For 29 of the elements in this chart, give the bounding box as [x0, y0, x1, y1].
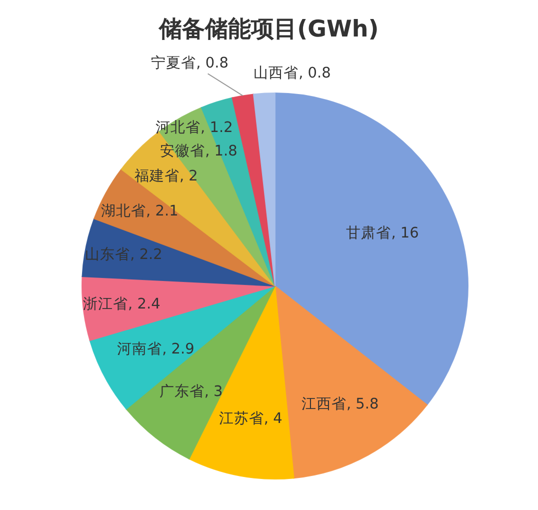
slice-label: 宁夏省: [151, 54, 196, 72]
slice-label: 河南省: [117, 340, 162, 358]
data-label: , 4: [264, 410, 282, 427]
slice-label: 福建省: [134, 167, 180, 184]
data-label: , 2.1: [146, 204, 178, 220]
pie-slice: [274, 286, 428, 479]
data-label: , 2.2: [130, 246, 162, 263]
data-label: , 16: [391, 226, 419, 242]
data-label: , 3: [204, 384, 223, 400]
slice-label: 江苏省: [218, 410, 264, 427]
data-label: , 5.8: [346, 396, 379, 412]
slice-label: 山西省: [254, 64, 299, 82]
pie-slice: [82, 276, 276, 341]
data-label: , 2.9: [162, 341, 194, 358]
pie-slice: [82, 218, 276, 286]
slice-label: 江西省: [301, 395, 346, 412]
data-label: , 2: [179, 168, 198, 184]
slice-label: 甘肃省: [346, 224, 392, 242]
slice-label: 山东省: [85, 246, 130, 263]
slice-label: 安徽省: [160, 142, 206, 160]
data-label: , 2.4: [128, 296, 160, 312]
slice-label: 广东省: [159, 382, 204, 400]
slice-label: 浙江省: [83, 295, 128, 312]
slice-label: 湖北省: [101, 202, 146, 220]
data-label: , 0.8: [298, 65, 331, 82]
chart-title: 储备储能项目(GWh): [158, 16, 379, 42]
data-label: , 1.2: [200, 120, 233, 136]
data-label: , 0.8: [196, 56, 228, 72]
pie-slice: [252, 92, 276, 286]
